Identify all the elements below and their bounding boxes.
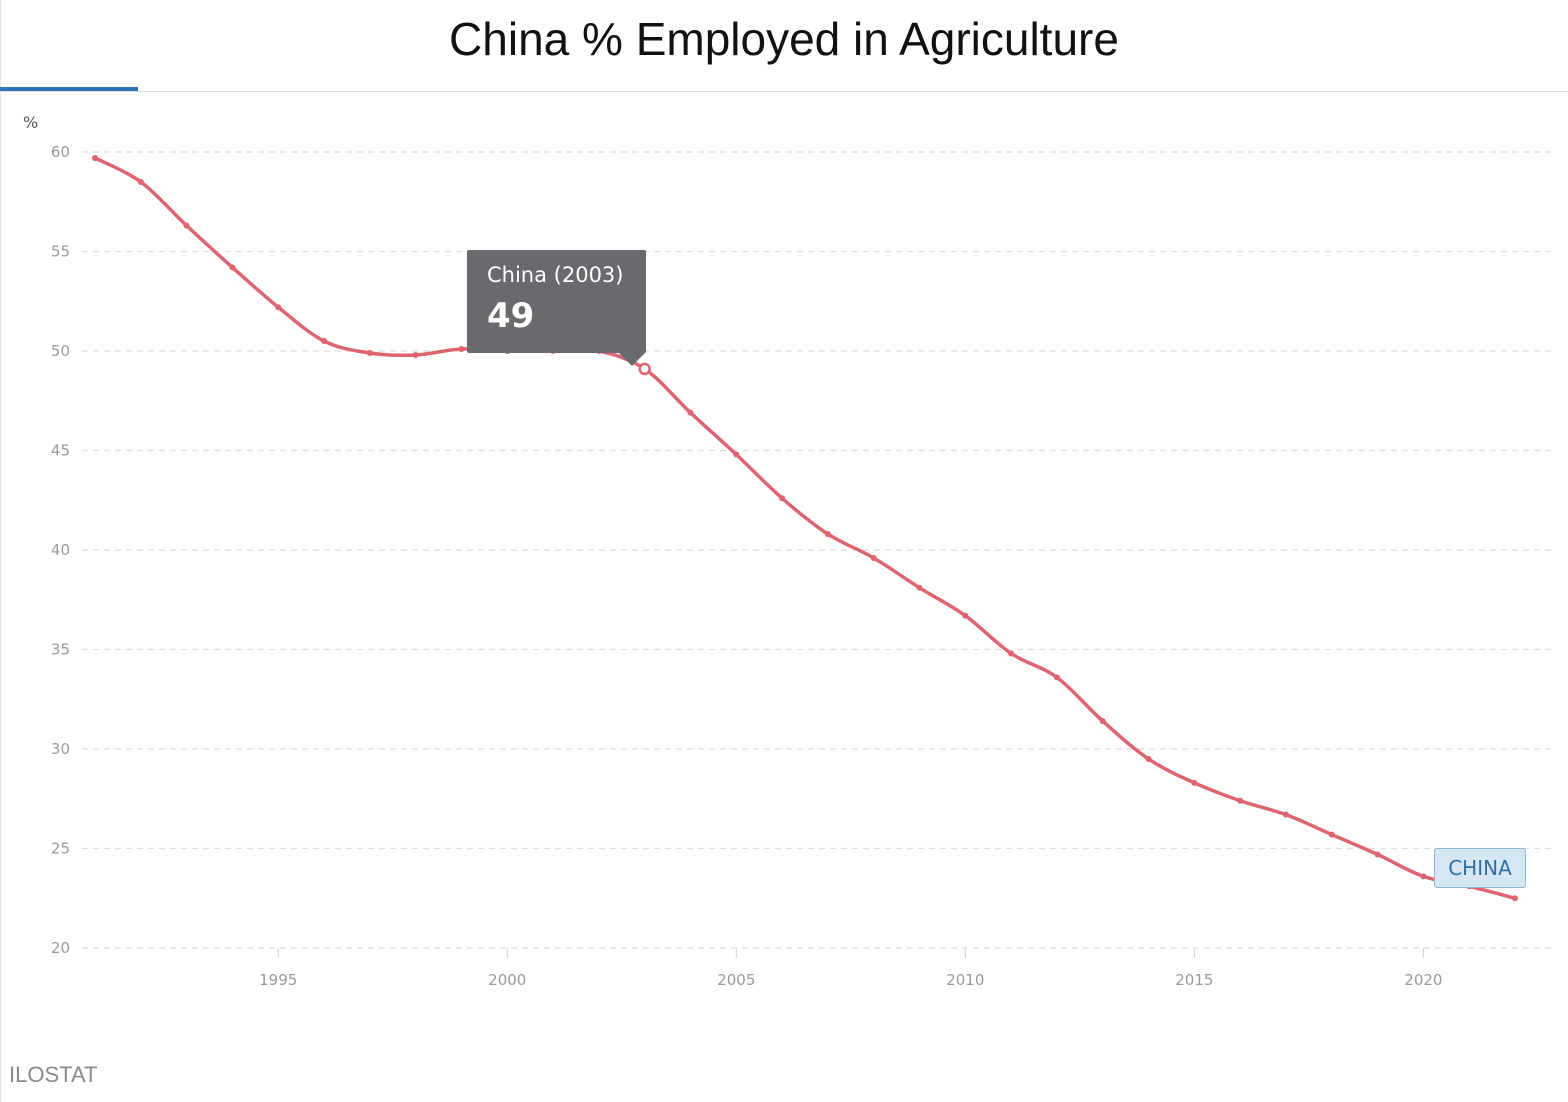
x-tick-label: 2015 bbox=[1175, 971, 1213, 989]
data-point bbox=[1328, 831, 1335, 838]
data-point bbox=[962, 612, 969, 619]
active-tab-indicator[interactable] bbox=[0, 87, 138, 91]
y-tick-label: 30 bbox=[51, 740, 70, 758]
y-tick-label: 50 bbox=[51, 342, 70, 360]
tab-divider bbox=[0, 91, 1568, 92]
x-tick-label: 2010 bbox=[946, 971, 984, 989]
data-point bbox=[1374, 851, 1381, 858]
x-axis-ticks: 1995 2000 2005 2010 2015 2020 bbox=[259, 948, 1442, 989]
data-point bbox=[1282, 811, 1289, 818]
data-point bbox=[870, 554, 877, 561]
y-axis-ticks: 20 25 30 35 40 45 50 55 60 bbox=[51, 143, 70, 957]
data-point bbox=[824, 531, 831, 538]
tooltip-value: 49 bbox=[487, 296, 535, 336]
data-point bbox=[458, 346, 465, 353]
x-tick-label: 2020 bbox=[1404, 971, 1442, 989]
data-point bbox=[916, 584, 923, 591]
y-tick-label: 40 bbox=[51, 541, 70, 559]
frame-border bbox=[0, 0, 1, 1102]
x-tick-label: 1995 bbox=[259, 971, 297, 989]
x-tick-label: 2000 bbox=[488, 971, 526, 989]
data-point bbox=[687, 409, 694, 416]
data-point bbox=[92, 154, 98, 161]
data-point bbox=[1008, 650, 1015, 657]
tooltip-pointer bbox=[618, 352, 646, 366]
data-point bbox=[275, 304, 282, 311]
source-label: ILOSTAT bbox=[9, 1062, 98, 1087]
series-end-label[interactable]: CHINA bbox=[1434, 848, 1526, 888]
series-china bbox=[92, 154, 1518, 902]
data-point bbox=[366, 349, 373, 356]
y-tick-label: 20 bbox=[51, 939, 70, 957]
data-point bbox=[1053, 674, 1060, 681]
data-point bbox=[1191, 779, 1198, 786]
y-tick-label: 55 bbox=[51, 243, 70, 261]
data-point bbox=[1099, 718, 1106, 725]
y-axis-unit-label: % bbox=[23, 113, 39, 132]
series-line bbox=[94, 156, 1516, 900]
x-tick-label: 2005 bbox=[717, 971, 755, 989]
data-point bbox=[137, 178, 144, 185]
data-point bbox=[779, 495, 786, 502]
y-tick-label: 60 bbox=[51, 143, 70, 161]
data-point bbox=[412, 351, 419, 358]
tooltip-label: China (2003) bbox=[487, 263, 624, 287]
y-tick-label: 35 bbox=[51, 641, 70, 659]
y-tick-label: 45 bbox=[51, 442, 70, 460]
data-point bbox=[1237, 797, 1244, 804]
data-point bbox=[1420, 873, 1427, 880]
chart-title: China % Employed in Agriculture bbox=[449, 13, 1119, 65]
data-point bbox=[1145, 755, 1152, 762]
data-point bbox=[229, 264, 236, 271]
data-point bbox=[321, 338, 328, 345]
data-point bbox=[183, 222, 190, 229]
data-point bbox=[733, 451, 740, 458]
y-tick-label: 25 bbox=[51, 840, 70, 858]
tooltip: China (2003) 49 bbox=[467, 250, 646, 353]
data-point bbox=[1512, 895, 1518, 902]
grid-layer bbox=[82, 151, 1555, 949]
